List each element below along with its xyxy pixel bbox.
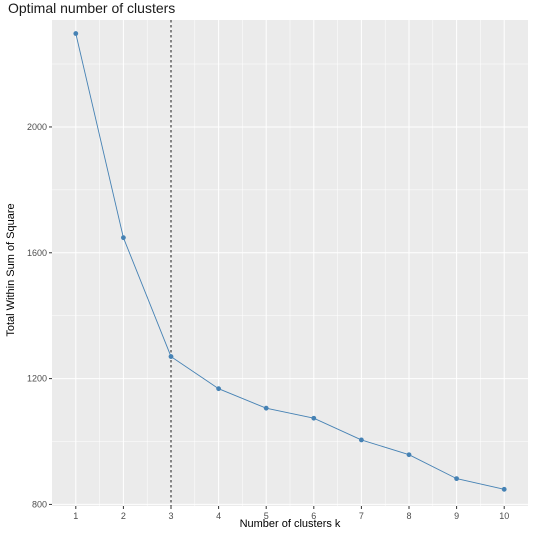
- x-tick-label: 10: [499, 511, 509, 521]
- y-axis-ticks: 800 1200 1600 2000: [27, 122, 52, 509]
- data-point: [311, 415, 317, 421]
- data-point: [406, 452, 412, 458]
- x-tick-label: 2: [121, 511, 126, 521]
- data-point: [454, 476, 459, 482]
- chart-title: Optimal number of clusters: [8, 0, 175, 16]
- data-point: [168, 354, 174, 359]
- y-tick-label: 800: [32, 499, 47, 509]
- x-tick-label: 7: [359, 511, 364, 521]
- x-tick-label: 1: [73, 511, 78, 521]
- data-point: [501, 486, 507, 492]
- x-tick-label: 5: [264, 511, 269, 521]
- y-tick-label: 1600: [27, 248, 47, 258]
- x-tick-label: 3: [168, 511, 173, 521]
- x-tick-label: 8: [406, 511, 411, 521]
- data-point: [359, 437, 364, 443]
- y-axis-title: Total Within Sum of Square: [5, 203, 17, 336]
- data-point: [216, 386, 222, 392]
- data-point: [263, 405, 269, 411]
- x-tick-label: 4: [216, 511, 221, 521]
- data-points: [73, 31, 507, 492]
- data-point: [73, 31, 79, 36]
- y-tick-label: 2000: [27, 122, 47, 132]
- x-tick-label: 9: [454, 511, 459, 521]
- x-axis-ticks: 1 2 3 4 5 6 7 8 9 10: [73, 506, 509, 521]
- series-line: [75, 33, 505, 490]
- data-point: [121, 235, 126, 241]
- y-tick-label: 1200: [27, 374, 47, 384]
- x-axis-title: Number of clusters k: [240, 518, 341, 530]
- x-tick-label: 6: [311, 511, 316, 521]
- grid-minor: [52, 20, 528, 506]
